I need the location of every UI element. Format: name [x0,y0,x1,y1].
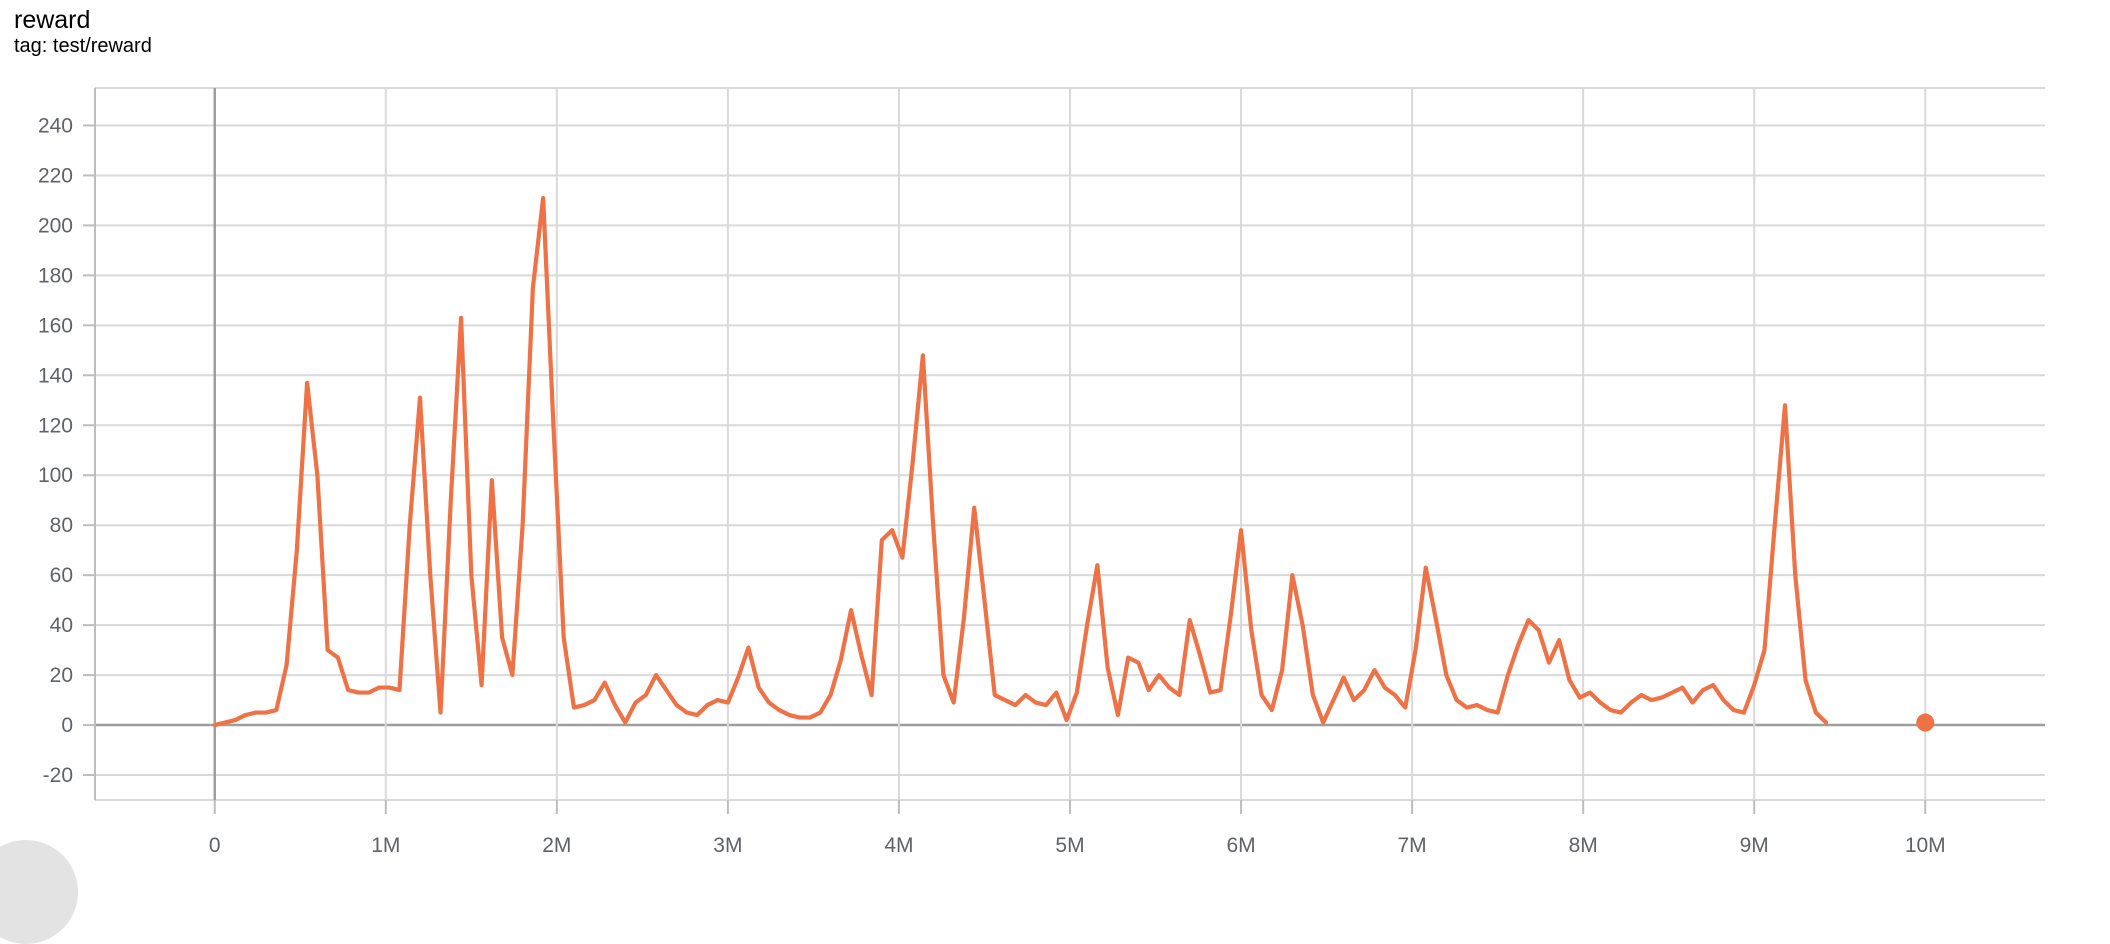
x-axis-tick-label: 8M [1569,834,1598,857]
y-axis-tick-label: 140 [38,364,73,387]
x-axis-tick-label: 3M [713,834,742,857]
y-axis-tick-label: 180 [38,264,73,287]
data-series-group[interactable] [212,195,1829,728]
y-axis-tick-label: 240 [38,114,73,137]
x-gridlines [213,88,1927,800]
x-axis-tick-label: 0 [209,834,221,857]
page-title: reward [14,6,91,34]
y-axis-tick-label: 200 [38,214,73,237]
y-axis-tick-label: 80 [50,514,73,537]
y-axis-tick-label: 100 [38,464,73,487]
end-point-marker[interactable] [1916,713,1935,732]
y-axis-tick-label: 40 [50,614,73,637]
axis-ticks [83,88,1927,814]
y-axis-tick-label: 0 [61,714,73,737]
x-axis-tick-label: 5M [1055,834,1084,857]
x-axis-labels: 0 1M 2M 3M 4M 5M 6M 7M 8M 9M 10M [209,834,1946,857]
chart-tag-subtitle: tag: test/reward [14,35,152,57]
x-axis-tick-label: 10M [1905,834,1946,857]
y-axis-tick-label: 20 [50,664,73,687]
x-axis-tick-label: 1M [371,834,400,857]
y-axis-tick-label: 120 [38,414,73,437]
y-axis-tick-label: 160 [38,314,73,337]
series-line-test-reward[interactable] [212,195,1829,728]
x-axis-tick-label: 2M [542,834,571,857]
y-axis-tick-label: -20 [43,764,73,787]
x-axis-tick-label: 6M [1226,834,1255,857]
x-axis-tick-label: 7M [1398,834,1427,857]
x-axis-tick-label: 4M [884,834,913,857]
y-axis-tick-label: 60 [50,564,73,587]
plot-area[interactable]: 240 220 200 180 160 140 120 100 80 60 40 20 0 -20 0 1M… [0,60,2110,898]
end-point-marker-group[interactable] [1916,713,1935,732]
y-axis-tick-label: 220 [38,164,73,187]
x-axis-tick-label: 9M [1740,834,1769,857]
chart-header: reward tag: test/reward [14,6,152,58]
reward-chart-card: reward tag: test/reward 240 220 200 180 160 1… [0,6,2110,944]
